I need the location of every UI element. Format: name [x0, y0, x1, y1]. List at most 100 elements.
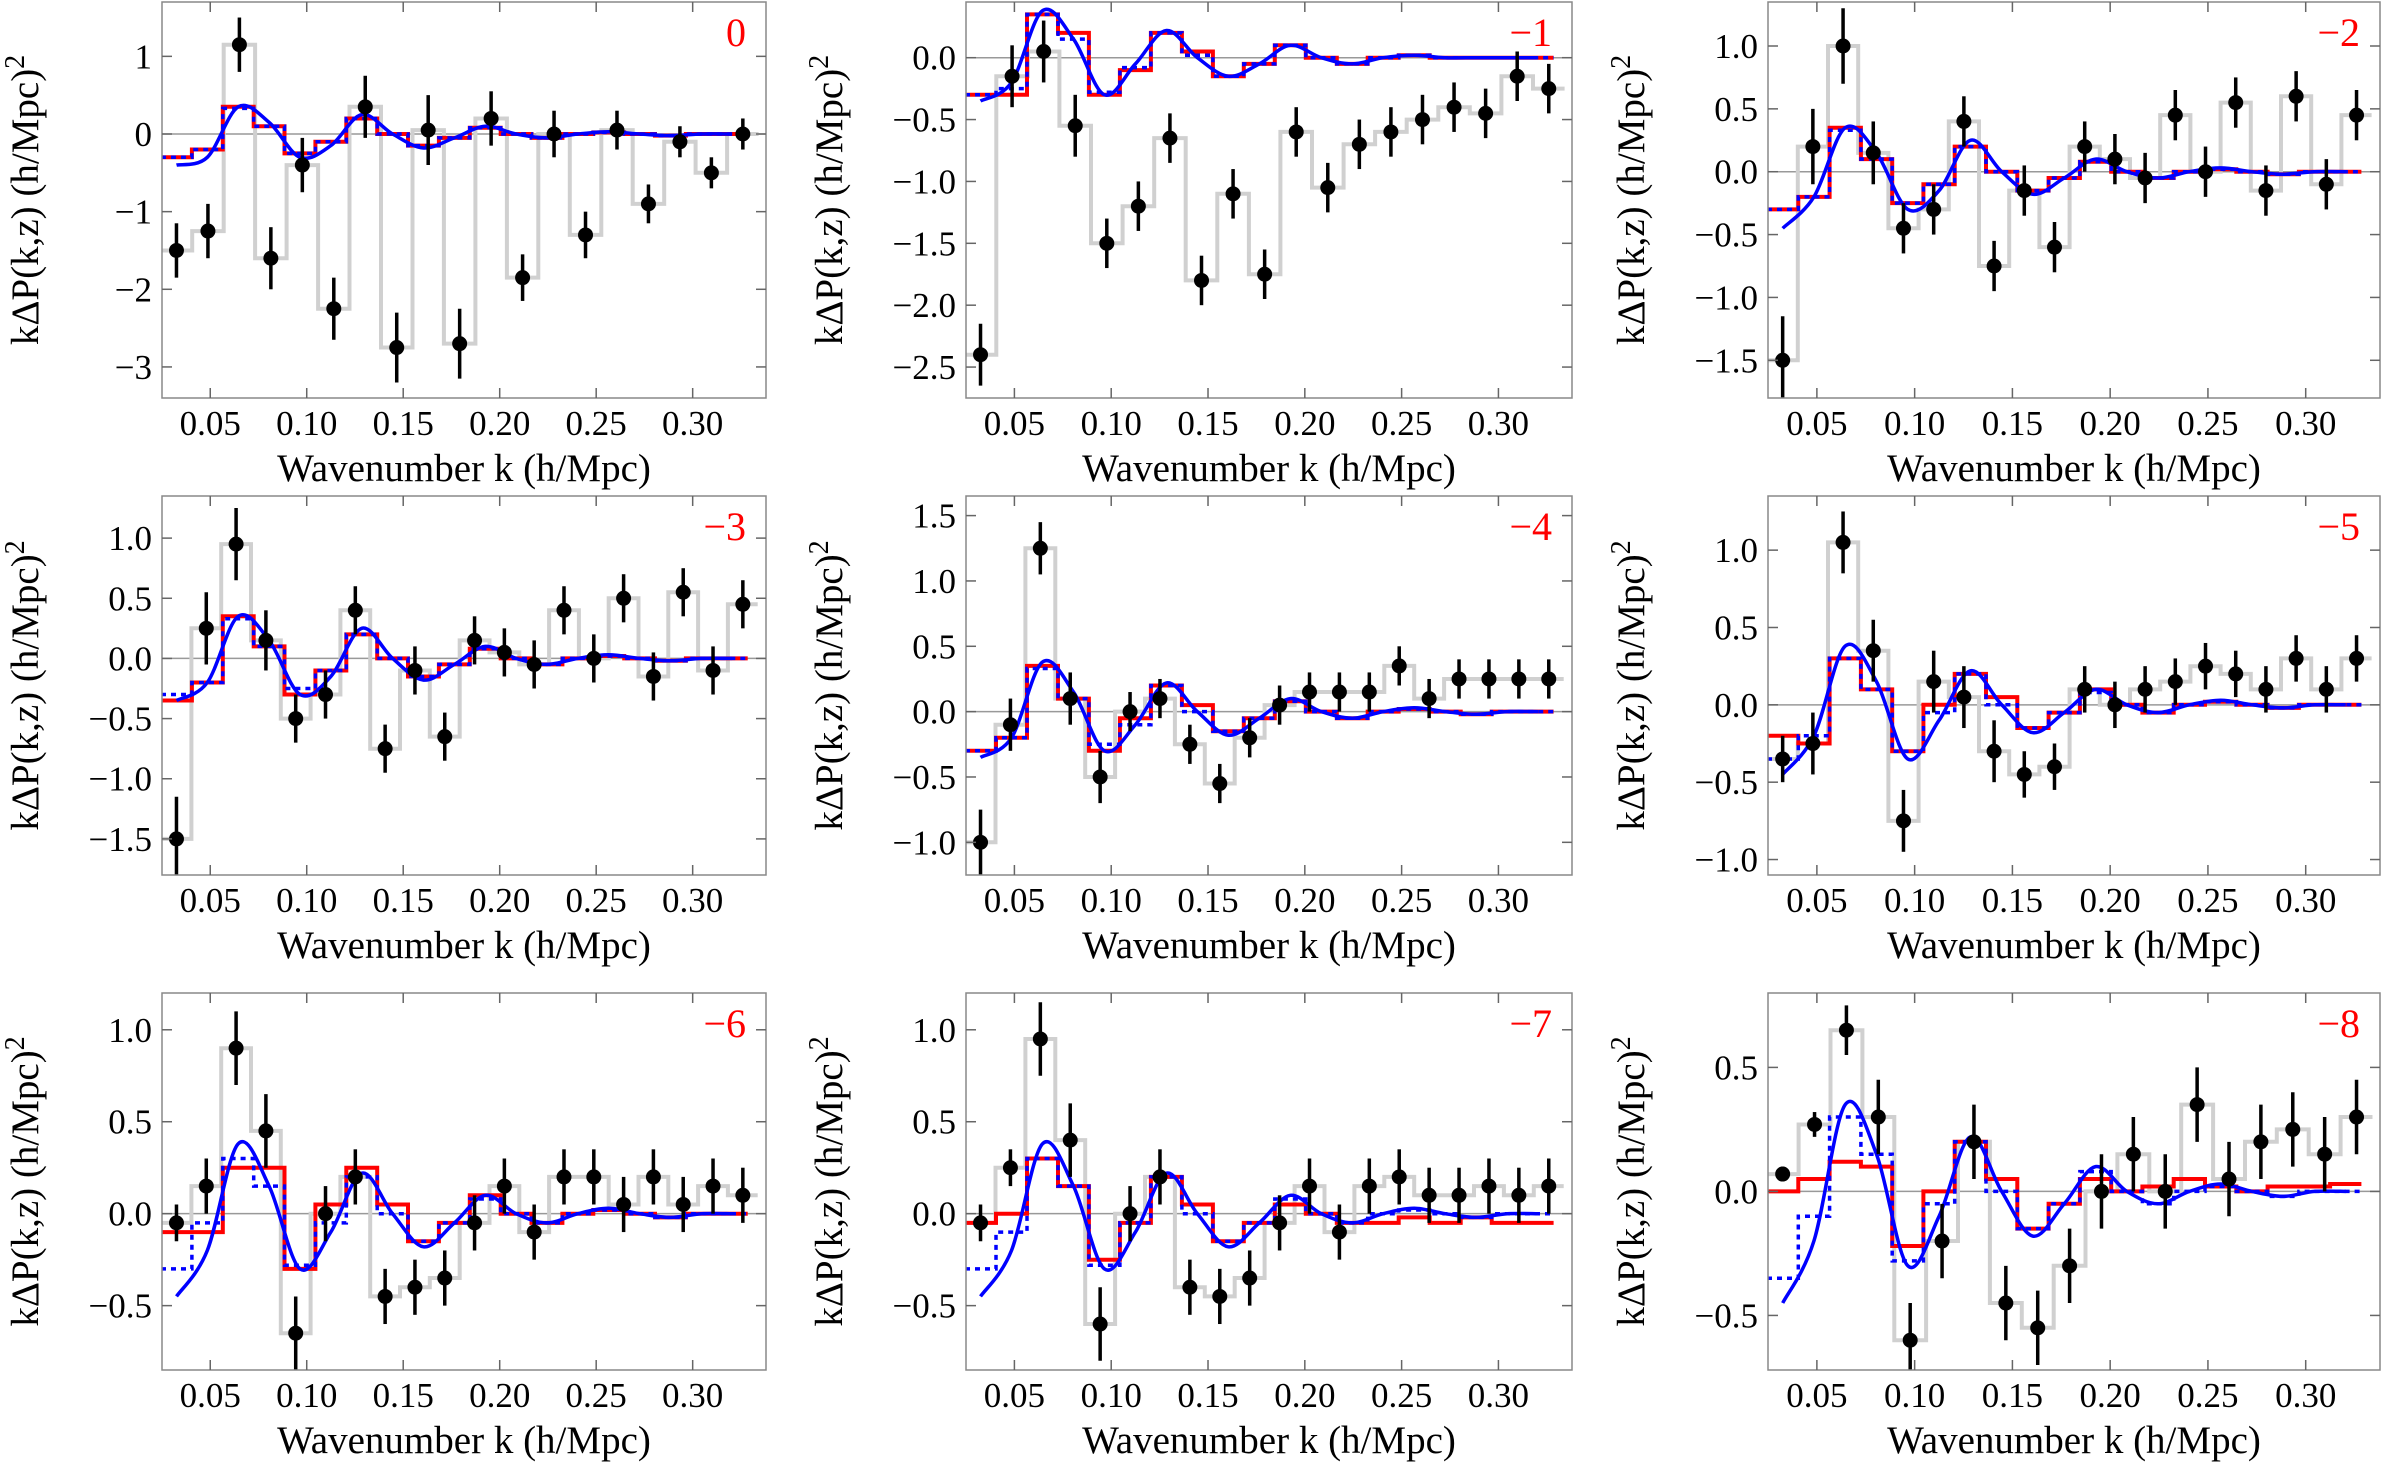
x-axis-label: Wavenumber k (h/Mpc)	[1082, 1419, 1456, 1462]
panel-label: −2	[2317, 10, 2360, 55]
y-tick-label: 0.0	[108, 1195, 152, 1234]
x-axis-label: Wavenumber k (h/Mpc)	[1887, 924, 2261, 967]
data-point	[1320, 180, 1336, 196]
data-point	[1004, 68, 1020, 84]
data-point	[973, 347, 989, 363]
data-point	[1067, 118, 1083, 134]
x-tick-label: 0.25	[566, 881, 627, 920]
data-point	[1805, 139, 1821, 155]
blue-dotted-model	[1768, 1115, 2362, 1280]
blue-smooth-curve	[175, 1139, 733, 1298]
data-point	[2228, 666, 2244, 682]
data-point	[2288, 650, 2304, 666]
data-point	[2137, 681, 2153, 697]
data-point	[2093, 1183, 2109, 1199]
plot-area	[966, 7, 1565, 386]
data-point	[526, 656, 542, 672]
blue-dotted-model	[966, 666, 1554, 753]
y-tick-label: −1.0	[1695, 278, 1759, 317]
data-point	[1451, 671, 1467, 687]
data-point	[2349, 650, 2365, 666]
data-point	[1541, 671, 1557, 687]
data-point	[377, 741, 393, 757]
y-axis-label-superscript: 2	[0, 540, 31, 554]
data-point	[1775, 751, 1791, 767]
data-point	[168, 1215, 184, 1231]
y-tick-label: 1.5	[912, 497, 956, 536]
x-tick-label: 0.30	[1468, 1376, 1529, 1415]
y-tick-label: 1	[135, 37, 153, 76]
x-tick-label: 0.10	[1081, 404, 1142, 443]
data-point	[526, 1224, 542, 1240]
data-point	[1331, 1224, 1347, 1240]
y-tick-label: −1.5	[89, 820, 153, 859]
data-point	[168, 242, 184, 258]
data-point	[1775, 352, 1791, 368]
blue-smooth-curve	[1781, 124, 2346, 230]
y-tick-label: −0.5	[893, 758, 957, 797]
y-tick-label: 0.5	[108, 579, 152, 618]
data-point	[2167, 107, 2183, 123]
y-axis-label: kΔP(k,z) (h/Mpc)2	[0, 540, 47, 830]
data-point	[2077, 681, 2093, 697]
plot-frame	[161, 1, 767, 399]
data-point	[705, 662, 721, 678]
panel-7: 0.05 0.10 0.15 0.20 0.25 0.30 1.0 0.5 0.0 −0.5 Wav…	[804, 992, 1573, 1462]
data-point	[2318, 176, 2334, 192]
data-point	[467, 632, 483, 648]
data-point	[2318, 681, 2334, 697]
x-tick-label: 0.20	[1274, 881, 1335, 920]
x-axis-label: Wavenumber k (h/Mpc)	[277, 447, 651, 490]
plot-frame	[1767, 1, 2381, 399]
data-point	[1122, 1206, 1138, 1222]
data-point	[357, 99, 373, 115]
data-steps	[162, 42, 759, 350]
data-point	[1481, 1178, 1497, 1194]
x-tick-label: 0.20	[2080, 881, 2141, 920]
x-axis-label: Wavenumber k (h/Mpc)	[277, 924, 651, 967]
data-point	[2046, 239, 2062, 255]
data-point	[1902, 1332, 1918, 1348]
x-tick-label: 0.15	[373, 881, 434, 920]
blue-dotted-model	[966, 12, 1554, 97]
data-point	[2157, 1183, 2173, 1199]
y-axis-label-superscript: 2	[1606, 55, 1637, 69]
x-tick-label: 0.15	[1177, 1376, 1238, 1415]
panel-label: −8	[2317, 1001, 2360, 1046]
data-point	[1092, 769, 1108, 785]
y-axis-label: kΔP(k,z) (h/Mpc)2	[1606, 540, 1653, 830]
x-tick-label: 0.30	[662, 404, 723, 443]
x-tick-label: 0.05	[984, 1376, 1045, 1415]
x-tick-label: 0.25	[2177, 881, 2238, 920]
data-point	[1182, 736, 1198, 752]
x-axis-label: Wavenumber k (h/Mpc)	[1082, 924, 1456, 967]
x-tick-label: 0.15	[373, 404, 434, 443]
data-steps	[966, 546, 1564, 845]
data-point	[1541, 1178, 1557, 1194]
x-tick-label: 0.10	[276, 404, 337, 443]
data-point	[1002, 1160, 1018, 1176]
data-point	[2062, 1258, 2078, 1274]
data-point	[1062, 691, 1078, 707]
blue-smooth-curve	[979, 1139, 1539, 1298]
blue-dotted-model	[966, 1156, 1554, 1271]
data-point	[288, 711, 304, 727]
panel-label: 0	[726, 10, 746, 55]
data-point	[1986, 258, 2002, 274]
blue-smooth-curve	[979, 7, 1539, 103]
data-point	[675, 1196, 691, 1212]
data-point	[1002, 717, 1018, 733]
data-point	[973, 834, 989, 850]
data-point	[1391, 1169, 1407, 1185]
x-tick-label: 0.05	[180, 881, 241, 920]
x-axis-label: Wavenumber k (h/Mpc)	[1082, 447, 1456, 490]
data-point	[1242, 730, 1258, 746]
data-point	[1934, 1233, 1950, 1249]
panel-4: 0.05 0.10 0.15 0.20 0.25 0.30 1.5 1.0 0.5 0.0 −0.5…	[804, 495, 1573, 967]
data-point	[2077, 139, 2093, 155]
data-point	[1182, 1279, 1198, 1295]
data-point	[735, 596, 751, 612]
blue-smooth-curve	[175, 613, 733, 703]
x-tick-label: 0.25	[1371, 881, 1432, 920]
data-point	[437, 729, 453, 745]
